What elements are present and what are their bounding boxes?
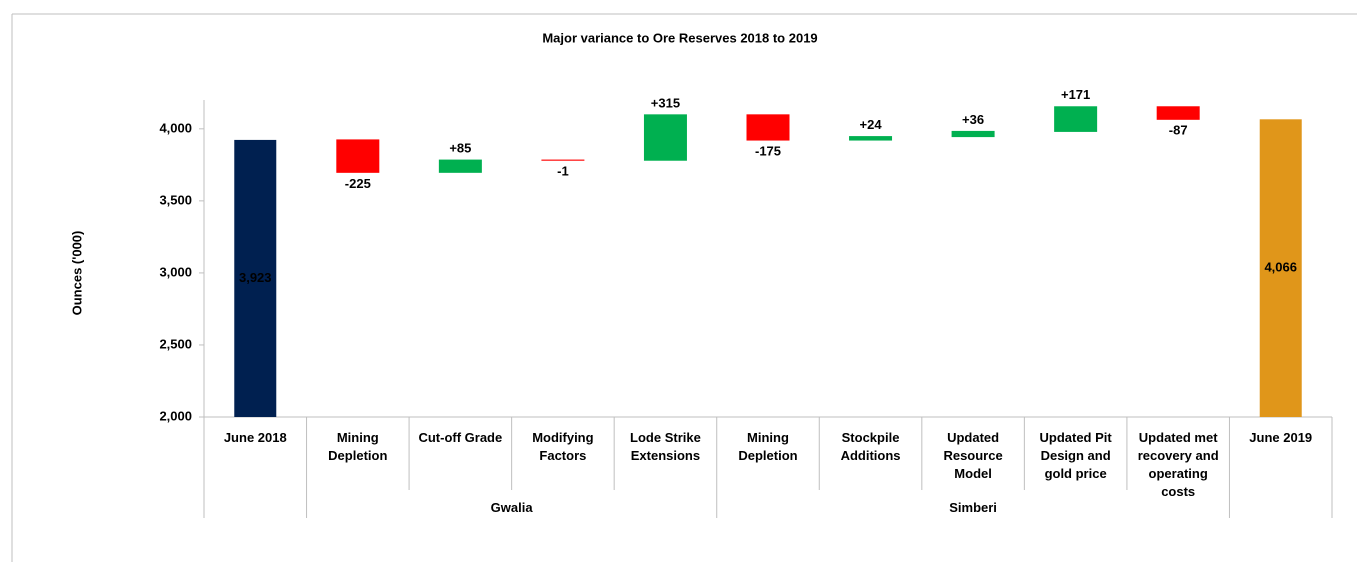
y-tick-label: 3,500 [159, 192, 192, 207]
x-tick-label: June 2018 [223, 430, 287, 445]
x-tick-label: June 2019 [1249, 430, 1313, 445]
group-label: Gwalia [490, 500, 533, 515]
chart-title: Major variance to Ore Reserves 2018 to 2… [542, 30, 817, 45]
x-tick-label: Stockpile Additions [840, 430, 901, 463]
bar [1156, 106, 1200, 120]
x-tick-label: Updated Pit Design and gold price [1039, 430, 1112, 481]
value-label: 3,923 [239, 270, 272, 285]
y-tick-label: 2,000 [159, 408, 192, 423]
value-label: 4,066 [1264, 260, 1297, 275]
bar [1054, 106, 1098, 132]
bar [336, 139, 380, 173]
value-label: -1 [557, 164, 569, 179]
y-tick-label: 4,000 [159, 120, 192, 135]
value-label: +315 [651, 95, 680, 110]
y-tick-label: 3,000 [159, 264, 192, 279]
bar [234, 139, 277, 417]
y-axis-label: Ounces ('000) [69, 231, 84, 316]
value-label: -175 [755, 143, 781, 158]
x-tick-label: Cut-off Grade [418, 430, 503, 445]
bar [849, 136, 893, 141]
x-tick-label: Lode Strike Extensions [630, 430, 701, 463]
bar [643, 114, 687, 161]
y-tick-label: 2,500 [159, 336, 192, 351]
value-label: -87 [1169, 123, 1188, 138]
group-label: Simberi [949, 500, 997, 515]
value-label: +24 [860, 117, 883, 132]
x-tick-label: Mining Depletion [328, 430, 388, 463]
value-label: -225 [345, 176, 371, 191]
value-label: +171 [1061, 87, 1090, 102]
x-tick-label: Updated Resource Model [943, 430, 1003, 481]
x-tick-label: Modifying Factors [532, 430, 594, 463]
bar [746, 114, 790, 141]
bar [438, 159, 482, 173]
x-tick-label: Updated met recovery and operating costs [1137, 430, 1219, 499]
bar [1259, 119, 1302, 418]
value-label: +36 [962, 112, 984, 127]
bar [951, 130, 995, 138]
x-tick-label: Mining Depletion [738, 430, 798, 463]
value-label: +85 [449, 141, 471, 156]
